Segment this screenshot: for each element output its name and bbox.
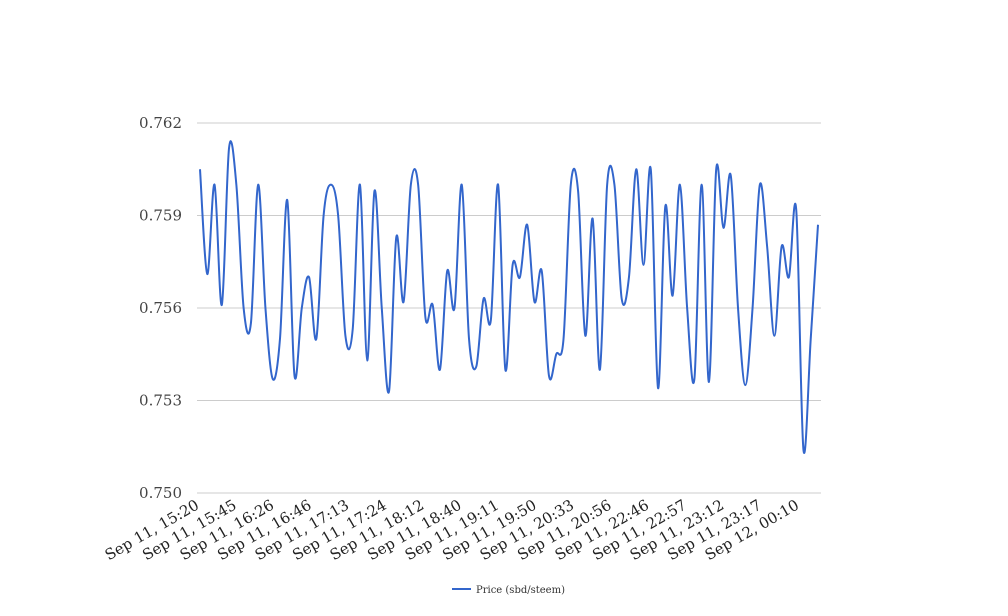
y-tick-label: 0.759	[139, 207, 182, 225]
y-tick-label: 0.753	[139, 392, 182, 410]
y-axis-ticks: 0.750 0.753 0.756 0.759 0.762	[139, 114, 182, 502]
y-tick-label: 0.762	[139, 114, 182, 132]
legend[interactable]: Price (sbd/steem)	[452, 585, 565, 596]
series-layer	[199, 140, 819, 454]
legend-label: Price (sbd/steem)	[476, 585, 565, 596]
y-tick-label: 0.756	[139, 299, 182, 317]
series-line-price[interactable]	[199, 140, 819, 454]
y-tick-label: 0.750	[139, 484, 182, 502]
